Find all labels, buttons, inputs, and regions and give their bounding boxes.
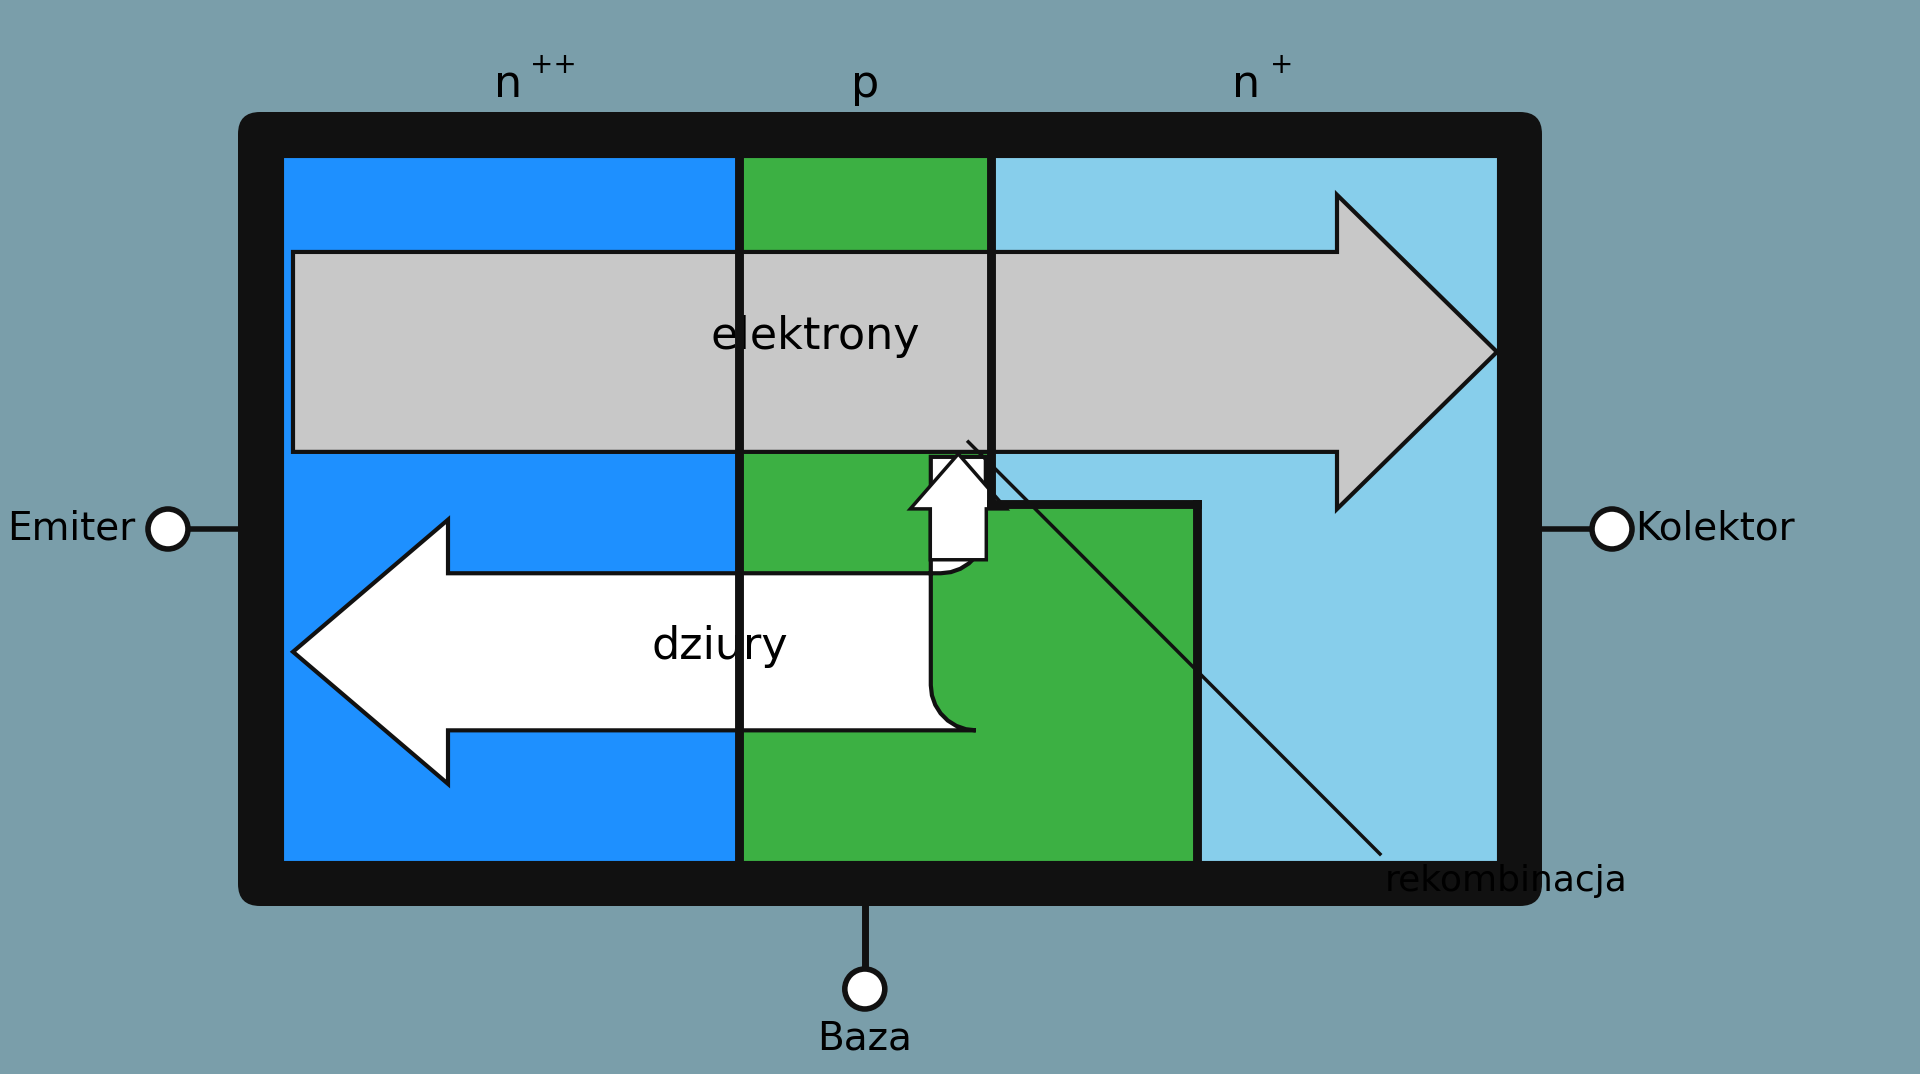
Text: p: p [851,63,879,106]
Bar [278,153,1501,866]
Circle shape [148,509,188,549]
Text: Emiter: Emiter [8,510,134,548]
Circle shape [1592,509,1632,549]
Circle shape [845,969,885,1008]
Text: Baza: Baza [818,1019,912,1057]
Polygon shape [294,456,985,784]
Bar [278,153,739,866]
Text: n: n [493,63,522,106]
Polygon shape [294,194,1498,509]
Text: dziury: dziury [651,625,787,668]
Polygon shape [910,454,1006,560]
Text: elektrony: elektrony [710,316,920,359]
Text: ++: ++ [530,50,576,79]
Bar [739,153,991,866]
Text: +: + [1269,50,1292,79]
Text: Kolektor: Kolektor [1636,510,1795,548]
FancyBboxPatch shape [238,112,1542,906]
Bar [739,504,1196,866]
Bar [991,153,1501,866]
Text: rekombinacja: rekombinacja [1384,863,1628,898]
Text: n: n [1233,63,1260,106]
